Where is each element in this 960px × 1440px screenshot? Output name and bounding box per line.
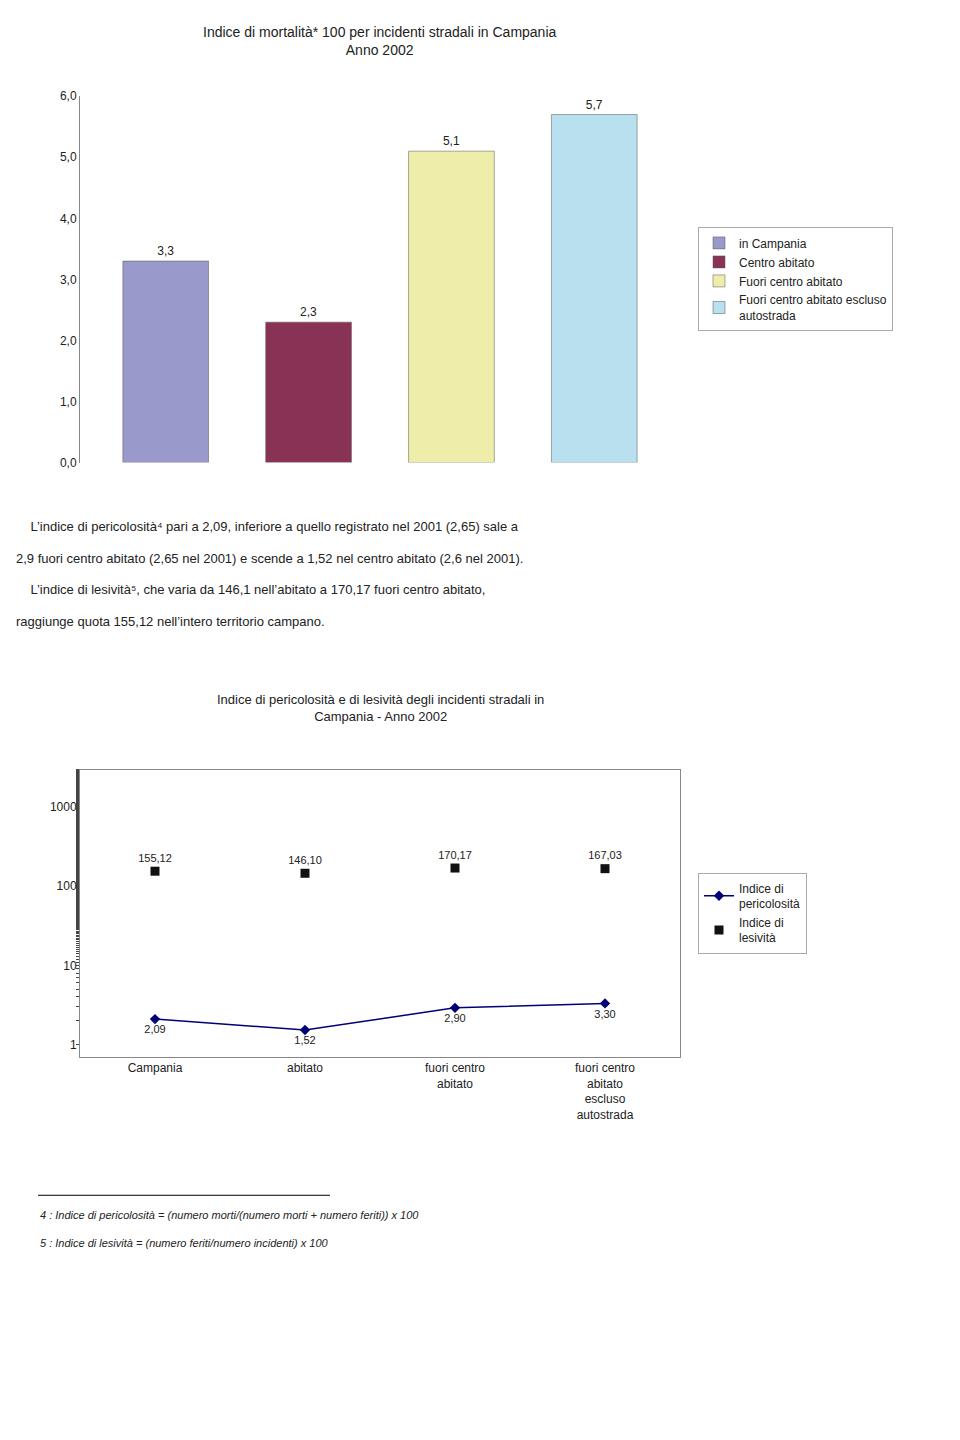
svg-text:abitato: abitato — [287, 1061, 323, 1075]
svg-text:Indice dilesività: Indice dilesività — [739, 916, 784, 946]
svg-text:Fuori centro abitato esclusoau: Fuori centro abitato esclusoautostrada — [739, 293, 887, 323]
svg-text:L’indice di lesività⁵, che var: L’indice di lesività⁵, che varia da 146,… — [16, 582, 485, 597]
svg-text:fuori centroabitatoesclusoauto: fuori centroabitatoesclusoautostrada — [575, 1061, 635, 1122]
svg-text:Campania: Campania — [128, 1061, 183, 1075]
svg-text:10: 10 — [63, 959, 77, 973]
svg-text:5,1: 5,1 — [443, 134, 460, 148]
svg-text:2,3: 2,3 — [300, 305, 317, 319]
svg-text:167,03: 167,03 — [588, 849, 622, 861]
svg-text:1,0: 1,0 — [60, 395, 77, 409]
svg-text:3,30: 3,30 — [594, 1008, 615, 1020]
svg-text:5 : Indice di lesività = (nume: 5 : Indice di lesività = (numero feriti/… — [40, 1237, 329, 1249]
svg-text:155,12: 155,12 — [138, 852, 172, 864]
svg-text:2,09: 2,09 — [144, 1023, 165, 1035]
svg-text:Indice dipericolosità: Indice dipericolosità — [739, 882, 800, 912]
svg-text:Centro abitato: Centro abitato — [739, 256, 815, 270]
svg-text:Indice di pericolosità e di le: Indice di pericolosità e di lesività deg… — [217, 692, 544, 724]
svg-text:2,90: 2,90 — [444, 1012, 465, 1024]
svg-text:Fuori centro abitato: Fuori centro abitato — [739, 275, 843, 289]
svg-text:4,0: 4,0 — [60, 212, 77, 226]
svg-text:L’indice di pericolosità⁴ pari: L’indice di pericolosità⁴ pari a 2,09, i… — [16, 519, 519, 534]
svg-text:raggiunge quota 155,12 nell’in: raggiunge quota 155,12 nell’intero terri… — [16, 614, 325, 629]
svg-text:5,7: 5,7 — [586, 98, 603, 112]
svg-text:6,0: 6,0 — [60, 89, 77, 103]
svg-text:3,0: 3,0 — [60, 273, 77, 287]
svg-text:146,10: 146,10 — [288, 854, 322, 866]
svg-text:in Campania: in Campania — [739, 237, 807, 251]
svg-text:3,3: 3,3 — [157, 244, 174, 258]
svg-text:5,0: 5,0 — [60, 150, 77, 164]
svg-text:100: 100 — [57, 879, 77, 893]
svg-text:1: 1 — [70, 1038, 77, 1052]
svg-text:0,0: 0,0 — [60, 456, 77, 470]
svg-text:4 : Indice di pericolosità = (: 4 : Indice di pericolosità = (numero mor… — [40, 1209, 419, 1221]
svg-text:Indice di mortalità* 100 per i: Indice di mortalità* 100 per incidenti s… — [203, 24, 557, 58]
svg-text:2,0: 2,0 — [60, 334, 77, 348]
svg-text:fuori centroabitato: fuori centroabitato — [425, 1061, 485, 1091]
svg-text:170,17: 170,17 — [438, 849, 472, 861]
svg-text:1,52: 1,52 — [294, 1034, 315, 1046]
svg-text:2,9 fuori centro abitato (2,65: 2,9 fuori centro abitato (2,65 nel 2001)… — [16, 551, 523, 566]
svg-text:1000: 1000 — [50, 800, 77, 814]
